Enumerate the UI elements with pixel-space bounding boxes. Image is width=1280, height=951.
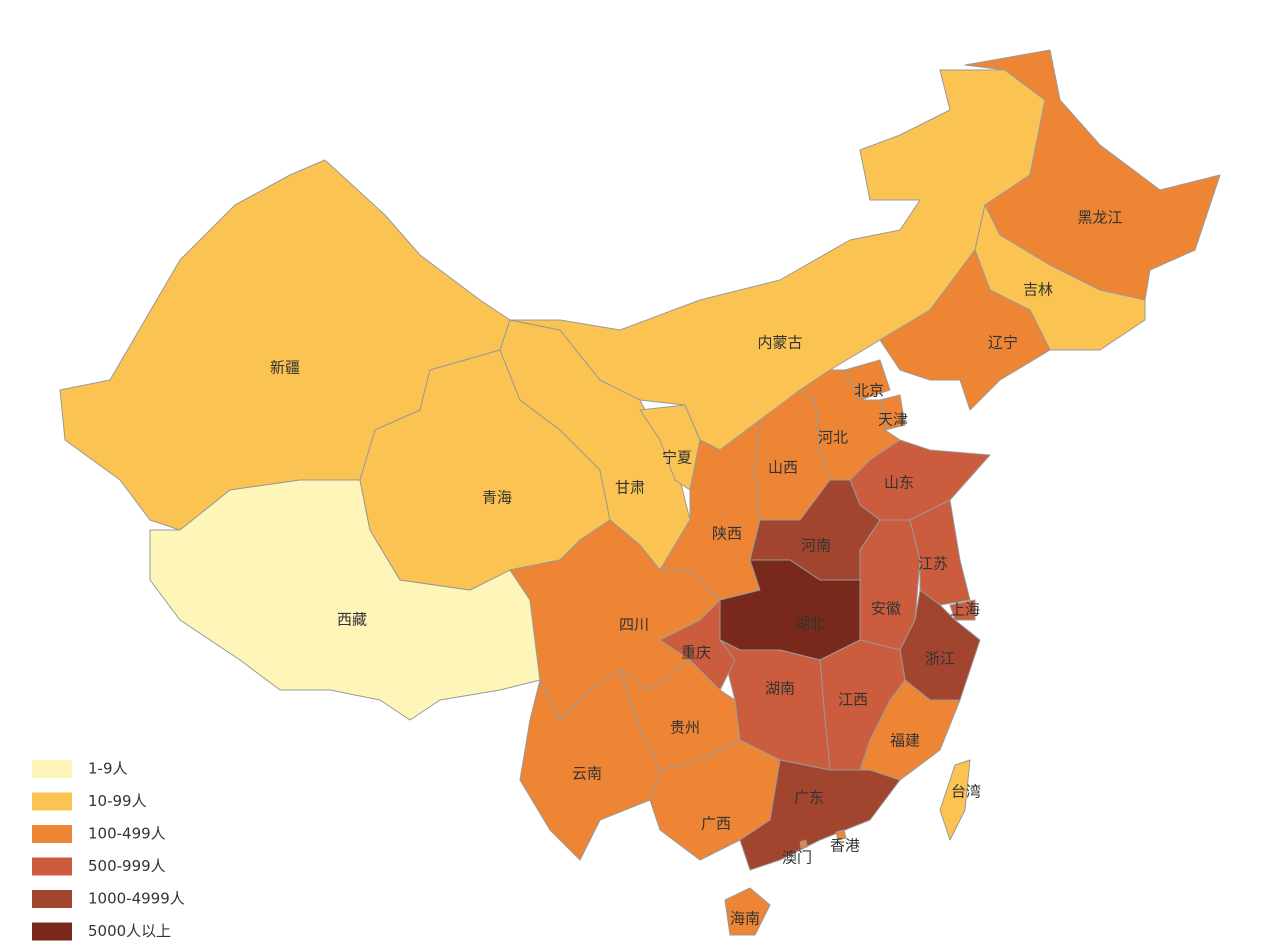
legend-label: 1-9人 [88,760,128,778]
legend-swatch [32,760,72,778]
province-label: 河南 [801,537,831,555]
legend-label: 10-99人 [88,792,147,810]
province-label: 陕西 [712,525,742,543]
legend-label: 5000人以上 [88,922,171,940]
province [799,839,808,849]
province-label: 河北 [818,429,848,447]
province-label: 吉林 [1023,281,1053,299]
province-label: 青海 [482,489,512,507]
legend-label: 100-499人 [88,825,166,843]
province-label: 江苏 [918,555,948,573]
province-label: 黑龙江 [1077,209,1122,227]
province-label: 福建 [890,732,920,750]
province-label: 云南 [572,765,602,783]
province [949,599,976,621]
province-label: 内蒙古 [757,334,802,352]
legend-swatch [32,922,72,941]
province [724,887,771,936]
legend-swatch [32,857,72,876]
legend-swatch [32,825,72,843]
province-label: 广西 [701,815,731,833]
province [859,679,961,781]
legend-label: 500-999人 [88,857,166,875]
province [835,829,847,841]
legend-swatch [32,890,72,908]
province-label: 北京 [854,382,884,400]
province-label: 湖北 [795,615,825,633]
province-label: 台湾 [951,783,981,801]
legend-label: 1000-4999人 [88,890,185,908]
province-label: 重庆 [681,644,711,662]
province-label: 四川 [619,616,649,634]
province-label: 宁夏 [662,449,692,467]
province [739,759,901,871]
province-label: 山东 [884,474,914,492]
province-label: 上海 [950,601,980,619]
province-label: 天津 [878,411,908,429]
province-label: 海南 [730,910,760,928]
legend-swatch [32,792,72,811]
province [909,499,971,606]
province-label: 贵州 [670,719,700,737]
province-label: 广东 [794,789,824,807]
province-label: 江西 [838,691,868,709]
province [879,249,1051,411]
province-label: 辽宁 [988,334,1018,352]
province-label: 香港 [830,837,860,855]
province-label: 澳门 [782,849,812,867]
province-label: 安徽 [871,600,901,618]
province-label: 甘肃 [615,479,645,497]
province-label: 新疆 [270,359,300,377]
province-label: 西藏 [337,611,367,629]
province-label: 湖南 [765,680,795,698]
province-label: 浙江 [925,650,955,668]
province-label: 山西 [768,459,798,477]
province [939,759,971,841]
